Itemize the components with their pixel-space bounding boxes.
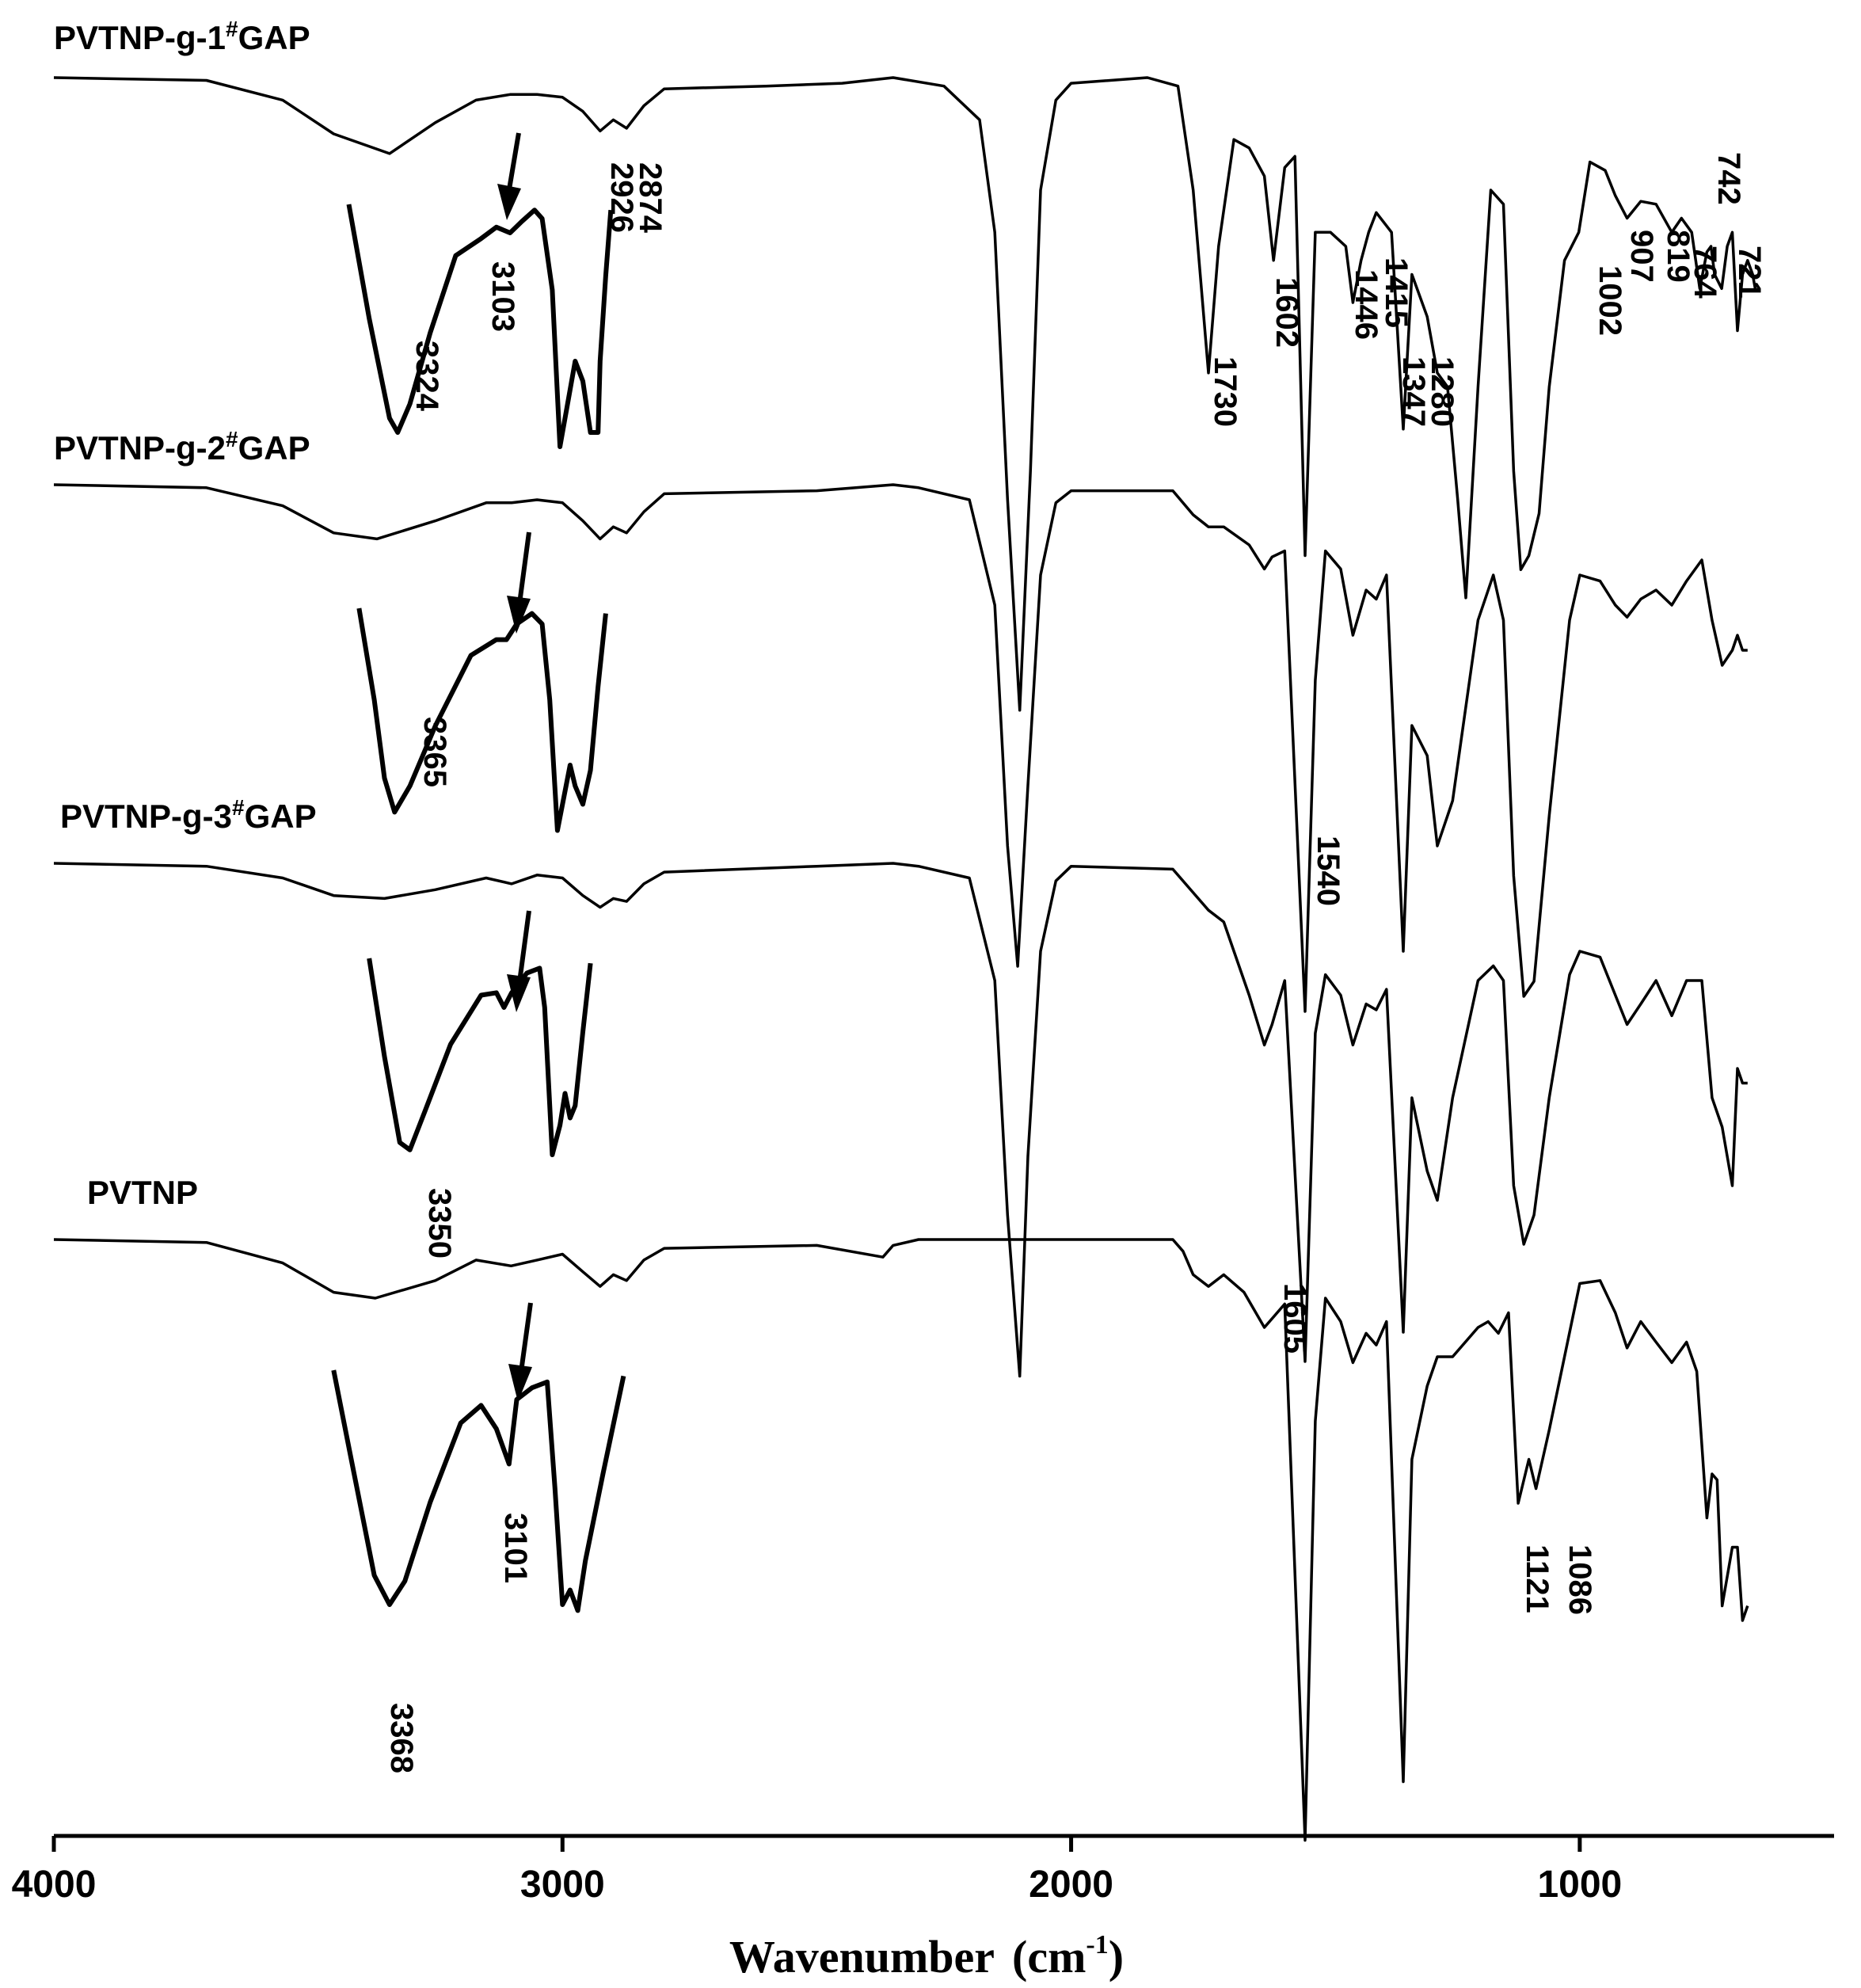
- spectrum-line-pvtnp-g-3-gap: [53, 862, 1748, 1378]
- series-label-pvtnp-g-1-gap: PVTNP-g-1#GAP: [54, 17, 310, 56]
- peak-label-3365: 3365: [417, 717, 452, 787]
- spectrum-line-pvtnp: [53, 1238, 1749, 1842]
- peak-label-721: 721: [1732, 246, 1767, 299]
- spectrum-line-pvtnp-g-1-gap: [53, 76, 1757, 712]
- peak-label-907: 907: [1624, 230, 1659, 283]
- zoom-inset-pvtnp-g-3-gap: [367, 958, 593, 1157]
- peak-label-1121: 1121: [1520, 1544, 1555, 1613]
- x-tick-label: 2000: [1029, 1864, 1113, 1906]
- series-label-pvtnp: PVTNP: [87, 1174, 198, 1211]
- arrow-marker: [507, 531, 531, 634]
- spectrum-line-pvtnp-g-2-gap: [53, 483, 1748, 1013]
- peak-label-2926: 2926: [604, 162, 639, 233]
- peak-label-1280: 1280: [1425, 356, 1459, 427]
- peak-label-1602: 1602: [1269, 277, 1304, 348]
- peak-label-1540: 1540: [1311, 836, 1345, 906]
- series-pvtnp-g-3-gap: PVTNP-g-3#GAP 3350: [53, 795, 1748, 1378]
- peak-label-1347: 1347: [1396, 356, 1431, 427]
- peak-label-819: 819: [1661, 230, 1695, 283]
- peak-label-1002: 1002: [1593, 265, 1627, 336]
- x-tick-label: 1000: [1537, 1864, 1622, 1906]
- x-axis-ticks: 4000 3000 2000 1000: [12, 1836, 1622, 1906]
- x-tick-label: 3000: [520, 1864, 605, 1906]
- peak-label-1730: 1730: [1208, 356, 1243, 427]
- peak-label-1605: 1605: [1277, 1283, 1312, 1354]
- x-axis-title: Wavenumber (cm-1): [729, 1930, 1124, 1982]
- zoom-inset-pvtnp-g-1-gap: [346, 204, 614, 449]
- peak-label-2874: 2874: [633, 162, 668, 234]
- peak-label-764: 764: [1688, 246, 1722, 299]
- x-tick-label: 4000: [12, 1864, 97, 1906]
- arrow-marker: [497, 132, 521, 220]
- peak-label-3368: 3368: [384, 1703, 419, 1773]
- peak-label-3350: 3350: [422, 1188, 457, 1259]
- arrow-marker: [508, 1302, 533, 1402]
- x-axis: 4000 3000 2000 1000 Wavenumber (cm-1): [12, 1834, 1834, 1982]
- peak-label-742: 742: [1711, 152, 1746, 205]
- peak-label-1415: 1415: [1379, 257, 1414, 328]
- series-pvtnp: PVTNP 3368 3101 1605 1121 1086: [53, 1174, 1749, 1842]
- series-pvtnp-g-2-gap: PVTNP-g-2#GAP 3365 1540: [53, 427, 1748, 1013]
- peak-label-1086: 1086: [1562, 1544, 1597, 1615]
- peak-label-3101: 3101: [498, 1513, 533, 1583]
- peak-label-3324: 3324: [409, 341, 444, 412]
- peak-label-1446: 1446: [1349, 269, 1383, 340]
- series-pvtnp-g-1-gap: PVTNP-g-1#GAP 3324 3103 2926 2874 1730 1…: [53, 17, 1767, 712]
- series-label-pvtnp-g-2-gap: PVTNP-g-2#GAP: [54, 427, 310, 467]
- arrow-marker: [507, 910, 531, 1012]
- zoom-inset-pvtnp: [331, 1369, 626, 1613]
- peak-label-3103: 3103: [485, 261, 520, 332]
- zoom-inset-pvtnp-g-2-gap: [356, 607, 608, 833]
- series-label-pvtnp-g-3-gap: PVTNP-g-3#GAP: [60, 795, 317, 835]
